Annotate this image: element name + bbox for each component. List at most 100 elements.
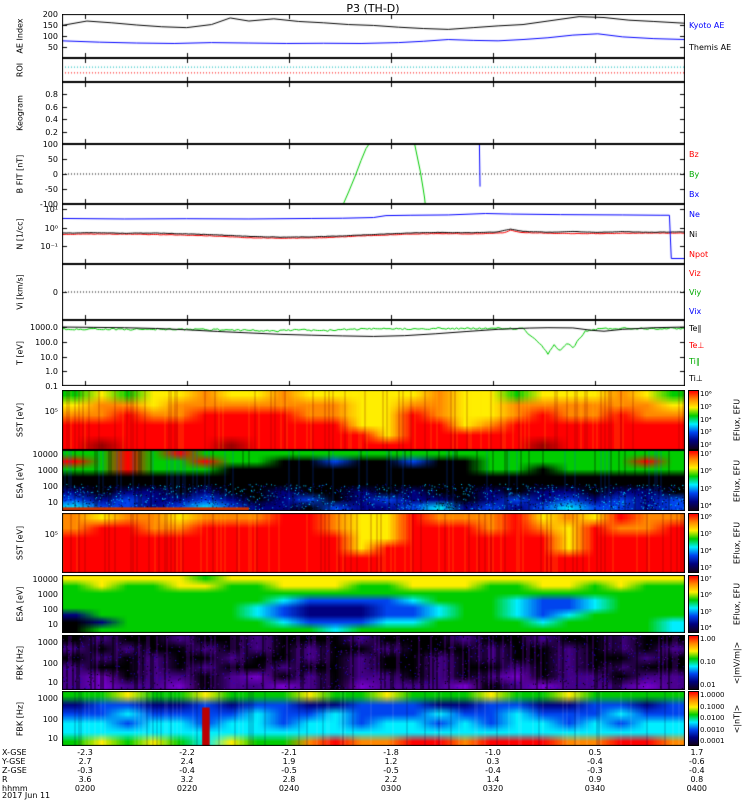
ytick-temperature: 1.0 — [45, 367, 58, 377]
ytick-keogram: 0.2 — [45, 127, 58, 137]
colorbar-tick-sst-ion-1: 10⁵ — [700, 530, 712, 538]
ytick-keogram: 0.6 — [45, 102, 58, 112]
series-label-density-2: Npot — [689, 250, 709, 259]
axis-time-6: 0400 — [686, 784, 708, 793]
axis-row-label-R: R — [2, 775, 8, 784]
colorbar-tick-fbk-e-0: 1.00 — [700, 635, 716, 643]
panel-density — [62, 204, 685, 264]
axis-value-Y-GSE-0: 2.7 — [78, 757, 92, 766]
axis-value-R-6: 0.8 — [690, 775, 704, 784]
ytick-esa-electron: 100 — [42, 481, 58, 491]
axis-value-Y-GSE-3: 1.2 — [384, 757, 398, 766]
ytick-density: 10¹ — [44, 205, 58, 215]
ytick-temperature: 0.1 — [45, 382, 58, 391]
ytick-esa-ion: 100 — [42, 605, 58, 615]
ytick-fbk-e: 100 — [42, 658, 58, 668]
panel-bfit — [62, 144, 685, 204]
ytick-keogram: 0.8 — [45, 90, 58, 100]
series-label-ae-0: Kyoto AE — [689, 21, 725, 30]
colorbar-tick-sst-electron-2: 10⁴ — [700, 415, 712, 424]
colorbar-tick-esa-electron-3: 10⁴ — [700, 502, 712, 510]
colorbar-tick-fbk-e-2: 0.01 — [700, 681, 716, 689]
axis-value-X-GSE-5: 0.5 — [588, 748, 602, 757]
ylabel-roi-text: ROI — [15, 62, 25, 78]
series-label-ae-1: Themis AE — [689, 43, 732, 52]
series-label-temperature-1: Te⊥ — [689, 340, 705, 350]
axis-value-Y-GSE-4: 0.3 — [486, 757, 500, 766]
series-label-velocity-1: Viy — [689, 288, 702, 297]
colorbar-label-esa-ion-text: EFlux, EFU — [732, 582, 742, 626]
colorbar-fbk-e — [688, 635, 699, 690]
series-label-bfit-0: Bz — [689, 150, 699, 159]
axis-time-2: 0240 — [278, 784, 300, 793]
colorbar-label-fbk-e-text: <|mV/m|> — [732, 641, 742, 684]
axis-time-5: 0340 — [584, 784, 606, 793]
axis-value-Y-GSE-5: -0.4 — [587, 757, 603, 766]
ytick-esa-ion: 1000 — [37, 590, 58, 600]
ytick-fbk-b: 10 — [47, 733, 58, 743]
axis-value-Z-GSE-5: -0.3 — [587, 766, 603, 775]
ytick-esa-ion: 10000 — [32, 575, 58, 585]
ytick-ae: 200 — [42, 10, 58, 19]
panel-velocity — [62, 264, 685, 320]
axis-time-1: 0220 — [176, 784, 198, 793]
colorbar-tick-fbk-b-2: 0.0100 — [700, 714, 725, 722]
axis-value-X-GSE-4: -1.0 — [485, 748, 501, 757]
axis-value-X-GSE-6: 1.7 — [690, 748, 704, 757]
axis-value-X-GSE-3: -1.8 — [383, 748, 399, 757]
axis-value-R-5: 0.9 — [588, 775, 602, 784]
panel-temperature — [62, 320, 685, 386]
axis-value-X-GSE-2: -2.1 — [281, 748, 297, 757]
axis-value-Z-GSE-2: -0.5 — [281, 766, 297, 775]
axis-value-R-0: 3.6 — [78, 775, 92, 784]
axis-value-Z-GSE-3: -0.5 — [383, 766, 399, 775]
ytick-fbk-b: 1000 — [37, 693, 58, 703]
colorbar-tick-sst-ion-0: 10⁶ — [700, 513, 712, 521]
panel-sst-ion — [62, 513, 685, 573]
colorbar-tick-sst-electron-1: 10⁵ — [700, 402, 712, 411]
colorbar-tick-esa-ion-2: 10⁵ — [700, 607, 712, 616]
ytick-esa-electron: 1000 — [37, 466, 58, 476]
series-label-velocity-0: Viz — [689, 269, 701, 279]
colorbar-tick-sst-ion-3: 10³ — [700, 564, 712, 572]
colorbar-tick-fbk-b-3: 0.0010 — [700, 725, 725, 734]
ytick-velocity: 0 — [52, 288, 58, 297]
ytick-bfit: -100 — [39, 200, 58, 209]
panel-keogram — [62, 82, 685, 144]
ytick-ae: 150 — [42, 21, 58, 30]
axis-value-R-1: 3.2 — [180, 775, 194, 784]
colorbar-tick-esa-ion-3: 10⁴ — [700, 624, 712, 632]
colorbar-tick-fbk-b-0: 1.0000 — [700, 691, 725, 699]
ytick-temperature: 10.0 — [40, 352, 58, 362]
ytick-bfit: 100 — [42, 140, 58, 149]
colorbar-sst-ion — [688, 513, 699, 573]
ytick-esa-electron: 10 — [47, 497, 58, 507]
colorbar-tick-fbk-b-4: 0.0001 — [700, 737, 725, 745]
ytick-fbk-e: 10 — [47, 677, 58, 687]
axis-time-3: 0300 — [380, 784, 402, 793]
series-label-density-0: Ne — [689, 210, 700, 219]
axis-value-Z-GSE-4: -0.4 — [485, 766, 501, 775]
ytick-ae: 50 — [47, 43, 58, 52]
colorbar-tick-sst-electron-3: 10³ — [700, 428, 712, 437]
axis-time-0: 0200 — [74, 784, 96, 793]
ytick-esa-electron: 10000 — [32, 450, 58, 460]
axis-row-label-Z-GSE: Z-GSE — [2, 766, 27, 775]
ytick-density: 10⁻¹ — [40, 241, 58, 251]
ytick-esa-ion: 10 — [47, 620, 58, 630]
colorbar-esa-ion — [688, 575, 699, 633]
colorbar-label-sst-electron-text: EFlux, EFU — [732, 398, 742, 442]
colorbar-tick-fbk-b-1: 0.1000 — [700, 702, 725, 711]
axis-value-R-4: 1.4 — [486, 775, 500, 784]
colorbar-tick-esa-electron-0: 10⁷ — [700, 450, 712, 458]
colorbar-label-fbk-b-text: <|nT|> — [732, 704, 742, 733]
date-label: 2017 Jun 11 — [2, 791, 51, 800]
panel-esa-ion — [62, 575, 685, 633]
series-label-temperature-2: Ti∥ — [689, 357, 700, 367]
axis-row-label-X-GSE: X-GSE — [2, 748, 27, 757]
axis-value-Y-GSE-2: 1.9 — [282, 757, 296, 766]
ytick-bfit: 0 — [52, 170, 58, 179]
colorbar-sst-electron — [688, 390, 699, 450]
colorbar-tick-sst-electron-4: 10² — [700, 441, 712, 449]
